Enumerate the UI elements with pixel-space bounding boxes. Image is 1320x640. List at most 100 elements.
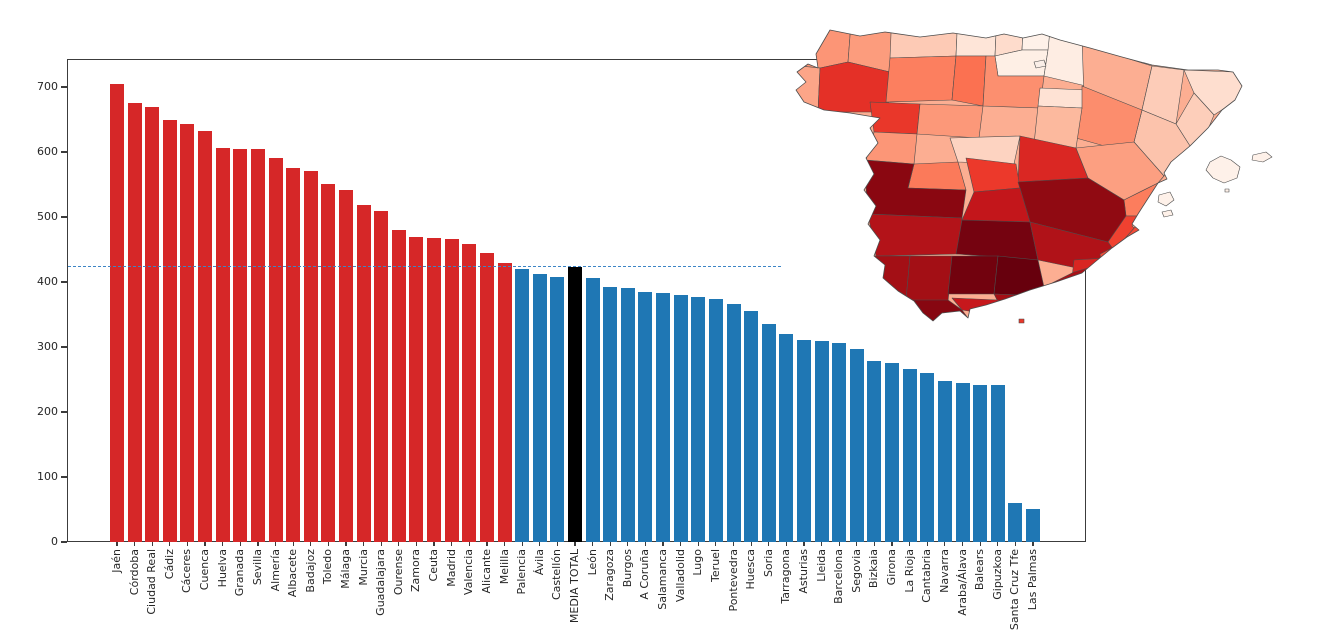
bar-Ávila [532, 274, 547, 542]
x-tick-mark [345, 542, 347, 546]
x-tick-label-Tarragona: Tarragona [779, 549, 793, 604]
x-tick-label-Córdoba: Córdoba [127, 549, 141, 596]
x-tick-mark [186, 542, 189, 546]
x-tick-mark [627, 542, 629, 546]
bar-Burgos [620, 287, 635, 542]
island-Ceuta [1018, 318, 1025, 324]
bar-Soria [761, 324, 776, 542]
y-tick-label: 600 [37, 145, 58, 158]
x-tick-label-Bizkaia: Bizkaia [867, 549, 881, 589]
x-tick-label-Salamanca: Salamanca [656, 549, 670, 610]
x-tick-label-Granada: Granada [233, 549, 247, 597]
province-Palencia [951, 55, 987, 107]
island-Mallorca [1205, 155, 1241, 184]
x-tick-mark [574, 542, 576, 546]
province-Pontevedra [796, 64, 821, 113]
y-tick-mark [61, 86, 67, 88]
x-tick-mark [873, 542, 876, 546]
x-tick-label-Badajoz: Badajoz [303, 549, 317, 593]
x-tick-label-Navarra: Navarra [937, 549, 951, 593]
bar-Valencia [462, 244, 477, 542]
province-patches [796, 30, 1242, 321]
bar-Huelva [215, 148, 230, 542]
x-tick-mark [134, 542, 136, 546]
x-tick-mark [944, 542, 946, 546]
x-tick-mark [609, 542, 611, 546]
island-Cabrera [1224, 188, 1230, 193]
y-tick-mark [61, 541, 67, 543]
y-tick-label: 0 [51, 535, 58, 548]
x-tick-label-Zaragoza: Zaragoza [603, 549, 617, 601]
axis-spine-top [67, 59, 1086, 61]
x-tick-label-Burgos: Burgos [620, 549, 634, 588]
x-tick-label-Castellón: Castellón [550, 549, 564, 601]
island-Formentera [1161, 209, 1174, 218]
x-tick-mark [468, 542, 470, 546]
province-Bizkaia [994, 30, 1025, 57]
bar-Girona [885, 363, 900, 542]
x-tick-mark [310, 542, 312, 546]
bar-Araba/Álava [955, 382, 970, 542]
bar-Balears [973, 384, 988, 542]
x-tick-mark [821, 542, 823, 546]
bar-Pontevedra [726, 304, 741, 542]
x-tick-label-MEDIA TOTAL: MEDIA TOTAL [567, 549, 581, 624]
bar-Cantabria [920, 373, 935, 542]
bar-Segovia [849, 348, 864, 542]
x-tick-mark [785, 542, 787, 546]
x-tick-label-Teruel: Teruel [708, 549, 722, 582]
x-tick-mark [556, 542, 558, 546]
x-tick-label-Alicante: Alicante [479, 549, 493, 594]
bar-Córdoba [127, 103, 142, 542]
x-tick-mark [169, 542, 171, 546]
bar-Madrid [444, 239, 459, 542]
bar-Lugo [691, 296, 706, 542]
bar-Valladolid [673, 295, 688, 542]
bar-Ourense [391, 230, 406, 542]
y-tick-label: 700 [37, 80, 58, 93]
x-tick-label-Palencia: Palencia [515, 549, 529, 595]
province-Navarra [1043, 30, 1087, 87]
peninsula-coastline [795, 29, 1243, 322]
x-tick-mark [292, 542, 294, 546]
bar-Cáceres [180, 124, 195, 542]
province-Córdoba [947, 255, 999, 295]
x-tick-mark [997, 542, 999, 546]
y-tick-label: 300 [37, 340, 58, 353]
bar-Bizkaia [867, 361, 882, 542]
x-tick-label-Huesca: Huesca [744, 549, 758, 590]
bar-Santa Cruz Tfe [1008, 503, 1023, 542]
bar-Albacete [286, 167, 301, 542]
x-tick-mark [662, 542, 664, 546]
x-tick-mark [151, 542, 153, 546]
x-tick-mark [451, 542, 453, 546]
y-tick-mark [61, 411, 67, 413]
x-tick-mark [486, 542, 488, 546]
x-tick-label-Lugo: Lugo [691, 549, 705, 576]
y-tick-label: 200 [37, 405, 58, 418]
x-tick-mark [715, 542, 717, 546]
x-tick-label-Santa Cruz Tfe: Santa Cruz Tfe [1008, 549, 1022, 631]
island-Ibiza [1157, 191, 1175, 207]
y-tick-mark [61, 281, 67, 283]
y-tick-mark [61, 476, 67, 478]
bar-Tarragona [779, 334, 794, 542]
x-tick-mark [732, 542, 735, 546]
x-tick-label-Cáceres: Cáceres [180, 549, 194, 594]
bar-Cádiz [162, 119, 177, 542]
bar-Melilla [497, 262, 512, 542]
x-tick-label-Las Palmas: Las Palmas [1025, 549, 1039, 611]
x-tick-label-Almería: Almería [268, 549, 282, 592]
x-tick-mark [398, 542, 400, 546]
bar-Jaén [110, 83, 124, 542]
x-tick-mark [521, 542, 523, 546]
x-tick-mark [222, 542, 224, 546]
island-Menorca [1251, 151, 1273, 163]
province-A Coruña [796, 30, 853, 69]
bar-Granada [233, 148, 248, 542]
bar-A Coruña [638, 292, 653, 542]
province-Jaén [993, 255, 1047, 297]
x-tick-label-Valencia: Valencia [462, 549, 476, 596]
bar-Zamora [409, 236, 424, 542]
bar-Ceuta [427, 238, 442, 542]
